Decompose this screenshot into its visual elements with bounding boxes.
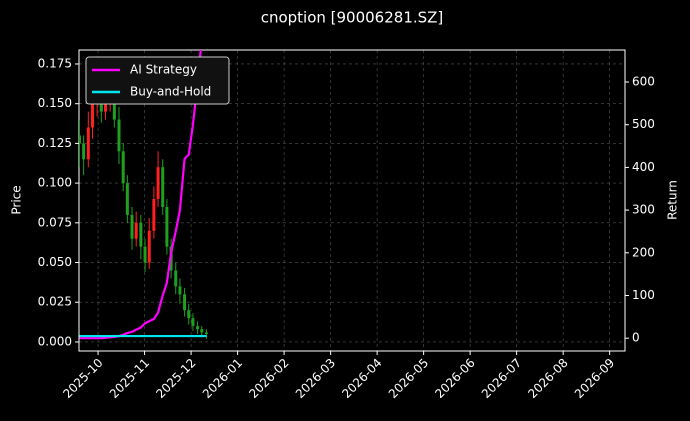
candle-body [165, 206, 169, 247]
candle-body [139, 222, 143, 247]
candle-body [86, 127, 90, 160]
x-tick-label: 2026-08 [525, 356, 570, 401]
y2-tick-label: 0 [632, 331, 640, 345]
x-tick-label: 2025-12 [153, 356, 198, 401]
candle-body [183, 294, 187, 311]
candle-body [196, 326, 200, 330]
candle-body [152, 198, 156, 231]
y2-tick-label: 200 [632, 245, 655, 259]
x-tick-label: 2026-06 [432, 356, 477, 401]
y2-tick-label: 100 [632, 288, 655, 302]
candle-body [187, 310, 191, 319]
x-tick-label: 2025-11 [107, 356, 152, 401]
plot-frame [78, 49, 626, 352]
candle-body [104, 103, 108, 112]
candle-body [204, 332, 208, 335]
y2-tick-label: 500 [632, 117, 655, 131]
candle-body [79, 135, 81, 144]
y-tick-label: 0.000 [38, 334, 72, 348]
y-tick-label: 0.050 [38, 255, 72, 269]
y-tick-label: 0.150 [38, 96, 72, 110]
legend-label: Buy-and-Hold [130, 85, 211, 99]
x-tick-label: 2026-03 [293, 356, 338, 401]
plot-area [79, 50, 208, 340]
y2-tick-label: 300 [632, 203, 655, 217]
x-tick-label: 2026-01 [200, 356, 245, 401]
candle-body [161, 167, 165, 207]
candle-body [174, 270, 178, 287]
candle-body [121, 151, 125, 184]
chart-title: cnoption [90006281.SZ] [261, 9, 444, 27]
y-tick-label: 0.075 [38, 215, 72, 229]
y-axis-label: Price [10, 185, 24, 214]
candle-body [200, 329, 204, 333]
y2-axis-label: Return [666, 180, 680, 220]
x-tick-label: 2026-02 [246, 356, 291, 401]
candle-body [130, 214, 134, 239]
candle-body [134, 222, 138, 239]
x-tick-label: 2026-04 [339, 356, 384, 401]
candle-body [143, 246, 147, 263]
legend-label: AI Strategy [130, 63, 197, 77]
candle-body [82, 143, 86, 160]
legend-box [85, 56, 230, 105]
y-tick-label: 0.125 [38, 136, 72, 150]
candle-body [191, 318, 195, 327]
candle-body [117, 119, 121, 152]
x-tick-label: 2026-07 [479, 356, 524, 401]
candle-body [156, 167, 160, 199]
return-line [79, 50, 202, 340]
x-tick-label: 2026-05 [386, 356, 431, 401]
candle-body [125, 183, 129, 215]
y-tick-label: 0.175 [38, 56, 72, 70]
candle-body [178, 286, 182, 295]
y2-tick-label: 600 [632, 75, 655, 89]
y2-tick-label: 400 [632, 160, 655, 174]
candle-body [147, 230, 151, 263]
y-tick-label: 0.025 [38, 295, 72, 309]
y-tick-label: 0.100 [38, 176, 72, 190]
x-tick-label: 2025-10 [60, 356, 105, 401]
x-tick-label: 2026-09 [572, 356, 617, 401]
candle-body [90, 103, 94, 128]
